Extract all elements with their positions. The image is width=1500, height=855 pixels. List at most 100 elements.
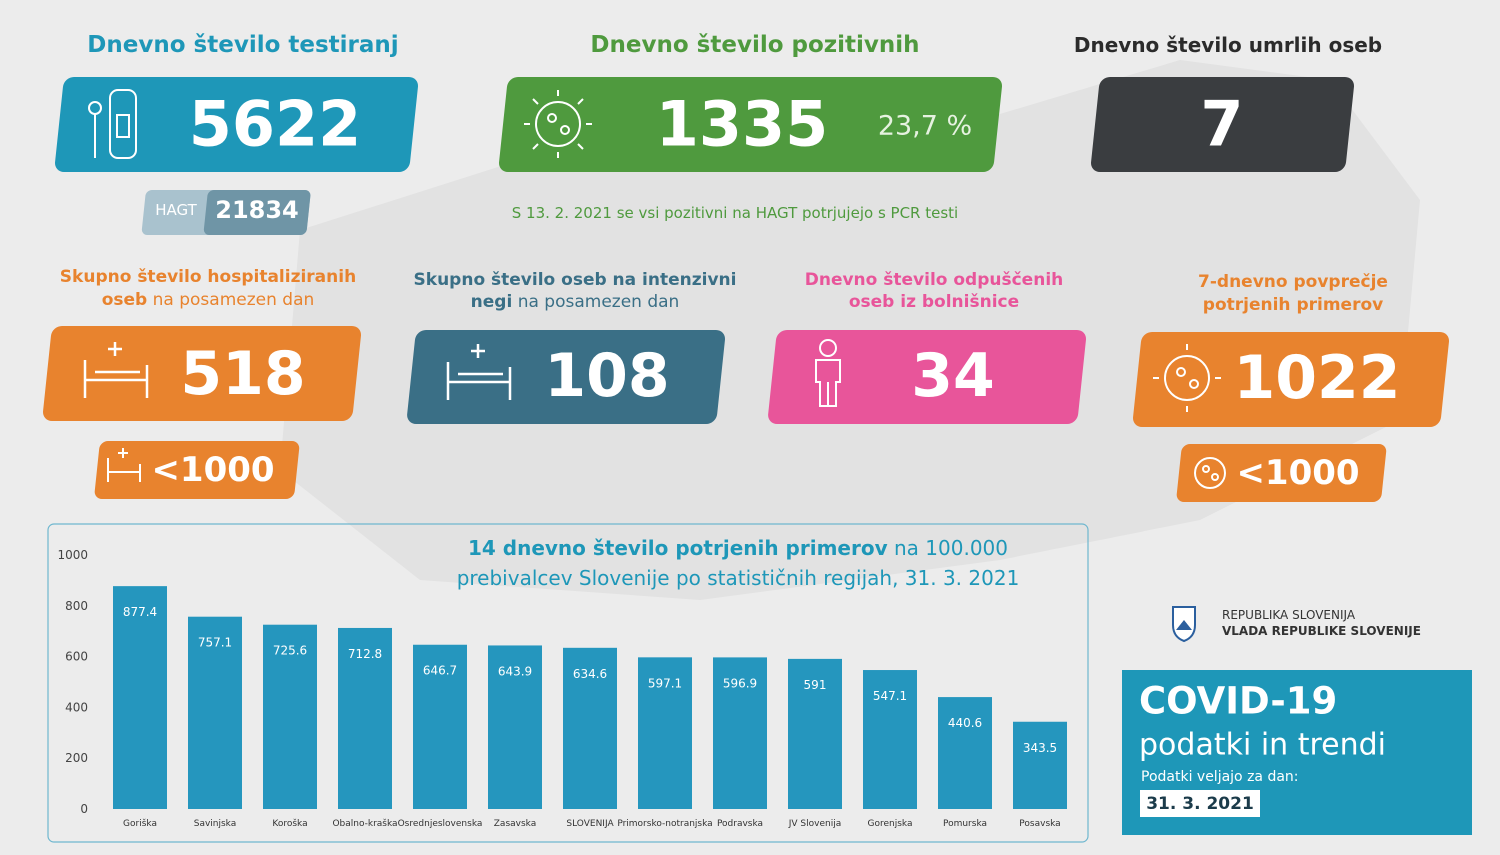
card-bg — [55, 77, 419, 172]
icon-part — [446, 344, 512, 400]
bar — [563, 647, 617, 809]
deaths-card — [1091, 77, 1355, 172]
testing-title: Dnevno število testiranj — [87, 32, 398, 58]
x-tick-label: Koroška — [272, 818, 307, 829]
branding-line: VLADA REPUBLIKE SLOVENIJE — [1222, 624, 1421, 638]
icon-part — [109, 89, 137, 159]
bar — [263, 624, 317, 809]
deaths-value: 7 — [1200, 88, 1243, 161]
date-box — [1140, 790, 1260, 817]
value-label: 877.4 — [123, 605, 157, 619]
footer-title: COVID-19 — [1139, 680, 1337, 723]
coat-of-arms — [1172, 606, 1196, 643]
footer-date-label: Podatki veljajo za dan: — [1141, 769, 1299, 785]
icon-part — [107, 448, 141, 482]
hagt-pill — [141, 190, 311, 235]
branding-line: REPUBLIKA SLOVENIJA — [1222, 608, 1356, 622]
icu-title: negi na posamezen dan — [471, 292, 680, 312]
icon-part — [560, 125, 570, 135]
bar — [1013, 721, 1067, 809]
y-tick-label: 200 — [65, 751, 88, 765]
y-tick-label: 0 — [80, 802, 88, 816]
y-tick-label: 400 — [65, 700, 88, 714]
bar — [488, 645, 542, 809]
value-label: 725.6 — [273, 644, 307, 658]
bar — [338, 627, 392, 809]
testing-card — [55, 77, 419, 172]
bar — [638, 657, 692, 809]
icon-part — [547, 113, 557, 123]
bed-icon-small — [107, 448, 141, 482]
average-title: potrjenih primerov — [1203, 295, 1383, 315]
card-bg — [1133, 332, 1450, 427]
card-bg — [768, 330, 1087, 424]
virus-icon-small — [1194, 457, 1226, 489]
card-bg — [1091, 77, 1355, 172]
title-line: oseb — [102, 290, 148, 310]
average-title: 7-dnevno povprečje — [1198, 272, 1388, 292]
positive-card — [499, 77, 1003, 172]
value-label: 634.6 — [573, 667, 607, 681]
icon-part — [819, 339, 837, 357]
value-label: 597.1 — [648, 676, 682, 690]
pill-bg — [1176, 444, 1387, 502]
value-label: 547.1 — [873, 689, 907, 703]
x-tick-label: Obalno-kraška — [332, 818, 397, 829]
icon-part — [1202, 465, 1210, 473]
value-label: 440.6 — [948, 716, 982, 730]
title-suffix: na posamezen dan — [153, 290, 315, 310]
value-label: 712.8 — [348, 647, 382, 661]
footer-subtitle: podatki in trendi — [1139, 728, 1386, 763]
pill-bg — [203, 190, 311, 235]
y-tick-label: 600 — [65, 650, 88, 664]
discharged-card — [768, 330, 1087, 424]
positive-title: Dnevno število pozitivnih — [590, 32, 919, 58]
chart-title: 14 dnevno število potrjenih primerov na … — [468, 536, 1008, 560]
x-tick-label: Gorenjska — [868, 819, 913, 829]
chart-frame — [47, 523, 1089, 843]
value-label: 591 — [804, 678, 827, 692]
hosp-title: oseb na posamezen dan — [102, 290, 315, 310]
icu-title: Skupno število oseb na intenzivni — [414, 270, 737, 290]
x-tick-label: JV Slovenija — [788, 819, 841, 829]
hagt-label: HAGT — [155, 201, 197, 219]
card-bg — [407, 330, 726, 424]
title-line: Skupno število hospitaliziranih — [60, 267, 356, 287]
chart-title-rest: na 100.000 — [894, 536, 1008, 560]
icon-part — [815, 359, 841, 407]
discharged-value: 34 — [911, 341, 995, 411]
bar — [413, 644, 467, 809]
average-card — [1133, 332, 1450, 427]
value-label: 646.7 — [423, 664, 457, 678]
bar — [113, 586, 167, 809]
hosp-sub-value: <1000 — [151, 450, 274, 490]
hagt-value: 21834 — [215, 196, 299, 224]
bar — [788, 658, 842, 809]
hosp-card — [43, 326, 362, 421]
positive-value: 1335 — [656, 88, 829, 161]
virus-icon — [1153, 344, 1221, 412]
icon-part — [1211, 473, 1219, 481]
title-line: Skupno število oseb na intenzivni — [414, 270, 737, 290]
icon-part — [1194, 457, 1226, 489]
positive-share: 23,7 % — [878, 111, 972, 142]
test-icon — [88, 89, 137, 159]
x-tick-label: Podravska — [717, 819, 763, 829]
x-tick-label: Goriška — [123, 818, 157, 829]
pill-bg — [94, 441, 300, 499]
icu-value: 108 — [544, 341, 669, 411]
note: S 13. 2. 2021 se vsi pozitivni na HAGT p… — [512, 204, 958, 222]
icon-part — [1153, 344, 1221, 412]
x-tick-label: Primorsko-notranjska — [617, 819, 712, 829]
average-pill — [1176, 444, 1387, 502]
person-icon — [815, 339, 841, 407]
icu-card — [407, 330, 726, 424]
bar — [938, 697, 992, 809]
y-tick-label: 800 — [65, 599, 88, 613]
shield-part — [1176, 620, 1192, 630]
title-line: negi — [471, 292, 513, 312]
hosp-value: 518 — [180, 339, 305, 409]
footer-date: 31. 3. 2021 — [1146, 794, 1254, 814]
